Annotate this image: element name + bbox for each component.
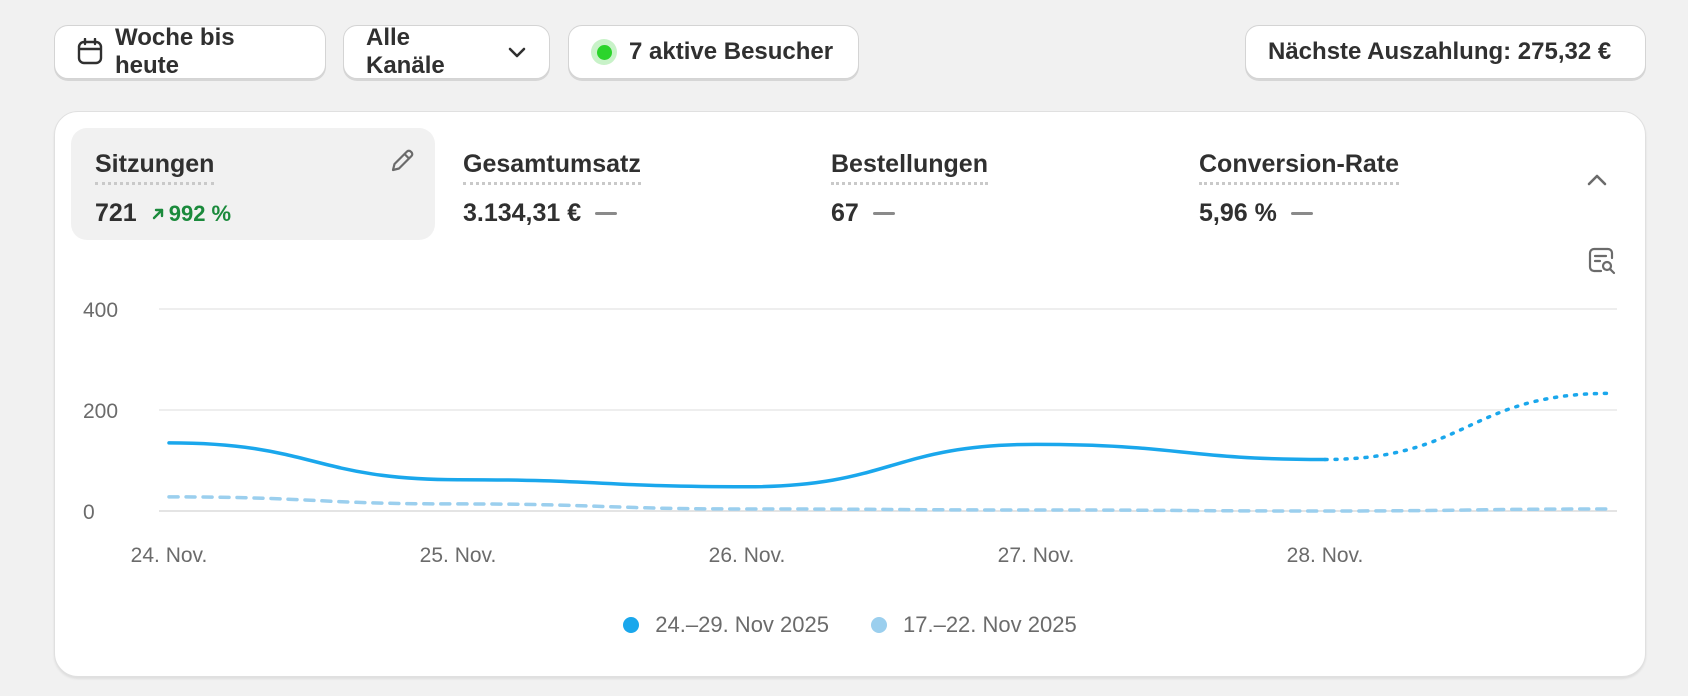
metric-value: 721 [95,199,137,227]
active-visitors-button[interactable]: 7 aktive Besucher [568,25,859,79]
legend-label: 24.–29. Nov 2025 [655,612,829,637]
legend-item-current[interactable]: 24.–29. Nov 2025 [623,612,829,638]
chevron-up-icon[interactable] [1585,172,1609,193]
series-line-current-partial [1323,391,1613,462]
metric-sessions[interactable]: Sitzungen 721 992 % [71,128,435,240]
series-line-current [167,441,1327,489]
active-visitors-label: 7 aktive Besucher [629,38,834,65]
y-tick-label: 0 [83,501,95,524]
legend-swatch-current [623,617,640,633]
next-payout-label: Nächste Auszahlung: 275,32 € [1268,38,1612,65]
series-line-previous [167,495,1613,513]
x-tick-label: 25. Nov. [420,544,497,567]
live-status-icon [591,39,617,65]
legend-label: 17.–22. Nov 2025 [903,612,1077,637]
metric-value: 5,96 % [1199,199,1277,227]
metric-orders[interactable]: Bestellungen 67 [807,128,1171,240]
legend-item-previous[interactable]: 17.–22. Nov 2025 [871,612,1077,638]
channel-select-label: Alle Kanäle [366,24,445,79]
x-tick-label: 28. Nov. [1287,544,1364,567]
analytics-card: Sitzungen 721 992 % Gesamtumsatz 3.134,3… [54,111,1646,677]
metric-revenue[interactable]: Gesamtumsatz 3.134,31 € [439,128,803,240]
no-change-indicator [595,212,618,215]
next-payout-button[interactable]: Nächste Auszahlung: 275,32 € [1245,25,1646,79]
sessions-line-chart: 0 200 400 24. Nov. 25. Nov. 26. Nov. 27. Nov. 2… [83,299,1617,567]
date-range-button[interactable]: Woche bis heute [54,24,326,79]
x-tick-label: 27. Nov. [998,544,1075,567]
x-tick-label: 24. Nov. [131,544,208,567]
no-change-indicator [1290,212,1313,215]
metric-label[interactable]: Sitzungen [95,150,215,185]
y-tick-label: 200 [83,400,118,423]
metric-label[interactable]: Conversion-Rate [1199,150,1400,185]
metric-conversion-rate[interactable]: Conversion-Rate 5,96 % [1175,128,1539,240]
y-tick-label: 400 [83,299,118,322]
explore-report-icon[interactable] [1587,246,1617,281]
metric-label[interactable]: Gesamtumsatz [463,150,641,185]
chart-legend: 24.–29. Nov 2025 17.–22. Nov 2025 [55,612,1645,638]
calendar-icon [77,38,103,66]
metric-label[interactable]: Bestellungen [831,150,988,185]
legend-swatch-previous [871,617,887,633]
channel-select[interactable]: Alle Kanäle [343,24,550,79]
arrow-up-right-icon [152,208,163,219]
metric-delta: 992 % [151,201,231,227]
pencil-icon[interactable] [387,146,417,181]
no-change-indicator [872,212,895,215]
chevron-down-icon [507,45,527,59]
date-range-label: Woche bis heute [115,24,235,79]
metric-value: 67 [831,199,859,227]
x-tick-label: 26. Nov. [709,544,786,567]
metric-delta-value: 992 % [168,200,232,226]
metric-value: 3.134,31 € [463,199,582,227]
